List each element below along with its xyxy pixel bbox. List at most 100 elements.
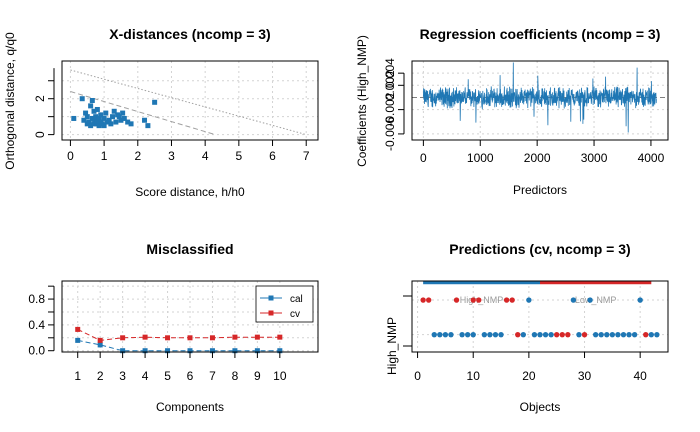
x-distances-point (96, 123, 102, 129)
x-distances-ytick-label: 2 (33, 95, 47, 102)
x-distances-point (96, 115, 102, 121)
regcoeffs-xtick-label: 2000 (524, 151, 551, 165)
misclassified-cv-point (209, 335, 215, 341)
misclassified-cv-point (75, 326, 81, 332)
misclassified-xtick-label: 10 (273, 369, 287, 383)
predictions-class-label-High_NMP: High_NMP (460, 295, 504, 305)
misclassified-xtick-label: 4 (142, 369, 149, 383)
misclassified-cv-point (97, 337, 103, 343)
predictions-point-lower (442, 331, 449, 338)
x-distances-point (120, 110, 126, 116)
misclassified-cv-point (187, 335, 193, 341)
predictions-point-lower (481, 331, 488, 338)
predictions-point-lower (548, 331, 554, 338)
predictions-point-upper (453, 297, 460, 303)
predictions-point-lower (576, 331, 582, 338)
misclassified-legend: cal cv (255, 285, 314, 323)
x-distances-point (142, 117, 148, 123)
predictions-point-lower (559, 331, 565, 338)
misclassified-x-ticks: 1 2 3 4 5 6 7 8 9 10 (74, 352, 287, 383)
legend-cv-label: cv (290, 309, 300, 320)
x-distances-xtick-label: 4 (202, 149, 209, 163)
x-distances-point (86, 119, 92, 125)
predictions-xtick-label: 40 (633, 369, 647, 383)
misclassified-series-cal-line (77, 339, 280, 352)
predictions-point-lower (464, 331, 471, 338)
misclassified-cal-point (232, 348, 238, 354)
x-distances-point (101, 115, 107, 121)
x-distances-point (101, 123, 107, 129)
regcoeffs-ytick-label: 0.002 (383, 70, 397, 100)
misclassified-cal-point (187, 348, 193, 354)
predictions-point-upper (570, 297, 577, 303)
predictions-point-lower (643, 331, 649, 338)
x-distances-point (110, 114, 116, 120)
predictions-point-lower (553, 331, 560, 338)
predictions-point-lower (537, 331, 543, 338)
predictions-grid (412, 281, 668, 352)
misclassified-cal-point (277, 348, 283, 354)
misclassified-cal-point (209, 348, 215, 354)
predictions-point-lower (520, 331, 527, 338)
misclassified-cv-point (142, 334, 148, 340)
x-distances-point (145, 123, 151, 129)
predictions-class-bars: High_NMP Low_NMP (423, 281, 652, 305)
misclassified-xtick-label: 2 (97, 369, 104, 383)
predictions-y-ticks (403, 295, 412, 347)
x-distances-point (88, 103, 94, 109)
predictions-point-upper (420, 297, 426, 303)
regcoeffs-grid (412, 61, 668, 140)
misclassified-xlabel: Components (156, 400, 224, 414)
predictions-point-upper (509, 297, 515, 303)
x-distances-plot-box (61, 60, 319, 141)
x-distances-point (92, 117, 98, 123)
regcoeffs-ytick-label: -0.006 (383, 117, 397, 151)
regcoeffs-series-line (423, 62, 657, 133)
misclassified-xtick-label: 6 (187, 369, 194, 383)
predictions-x-ticks: 0 10 20 30 40 (414, 352, 647, 383)
x-distances-point (116, 114, 122, 120)
regcoeffs-xtick-label: 0 (420, 151, 427, 165)
regcoeffs-ytick-label: 0.004 (383, 58, 397, 88)
predictions-xtick-label: 20 (522, 369, 536, 383)
predictions-class-label-Low_NMP: Low_NMP (575, 295, 617, 305)
x-distances-point (91, 121, 97, 127)
regcoeffs-xlabel: Predictors (513, 183, 567, 197)
misclassified-cv-point (277, 334, 283, 340)
predictions-point-upper (425, 297, 432, 303)
misclassified-series-cv-line (77, 328, 280, 341)
predictions-points (420, 297, 660, 338)
x-distances-point (83, 110, 89, 116)
x-distances-point (113, 119, 119, 125)
predictions-point-lower (626, 331, 632, 338)
misclassified-xtick-label: 1 (74, 369, 81, 383)
predictions-ylabel: High_NMP (385, 317, 399, 375)
x-distances-point (81, 117, 87, 123)
misclassified-xtick-label: 9 (254, 369, 261, 383)
predictions-xtick-label: 10 (467, 369, 481, 383)
x-distances-point (88, 123, 94, 129)
x-distances-point (118, 117, 124, 123)
misclassified-cal-point (142, 348, 148, 354)
panel-predictions: Predictions (cv, ncomp = 3) High_NMP Low_… (385, 241, 669, 414)
predictions-point-lower (459, 331, 465, 338)
misclassified-series (75, 326, 283, 354)
x-distances-xtick-label: 5 (235, 149, 242, 163)
x-distances-xtick-label: 7 (303, 149, 310, 163)
regcoeffs-plot-box (411, 60, 669, 141)
x-distances-x-ticks: 0 1 2 3 4 5 6 7 (67, 140, 310, 163)
x-distances-point (111, 108, 117, 114)
x-distances-points (71, 96, 158, 129)
predictions-point-upper (587, 297, 593, 303)
misclassified-cal-point (97, 342, 103, 348)
x-distances-point (79, 96, 85, 102)
predictions-point-upper (470, 297, 476, 303)
predictions-xtick-label: 0 (414, 369, 421, 383)
predictions-point-lower (437, 331, 443, 338)
predictions-point-upper (503, 297, 510, 303)
misclassified-cv-point (232, 334, 238, 340)
predictions-point-lower (470, 331, 476, 338)
x-distances-point (152, 99, 158, 105)
